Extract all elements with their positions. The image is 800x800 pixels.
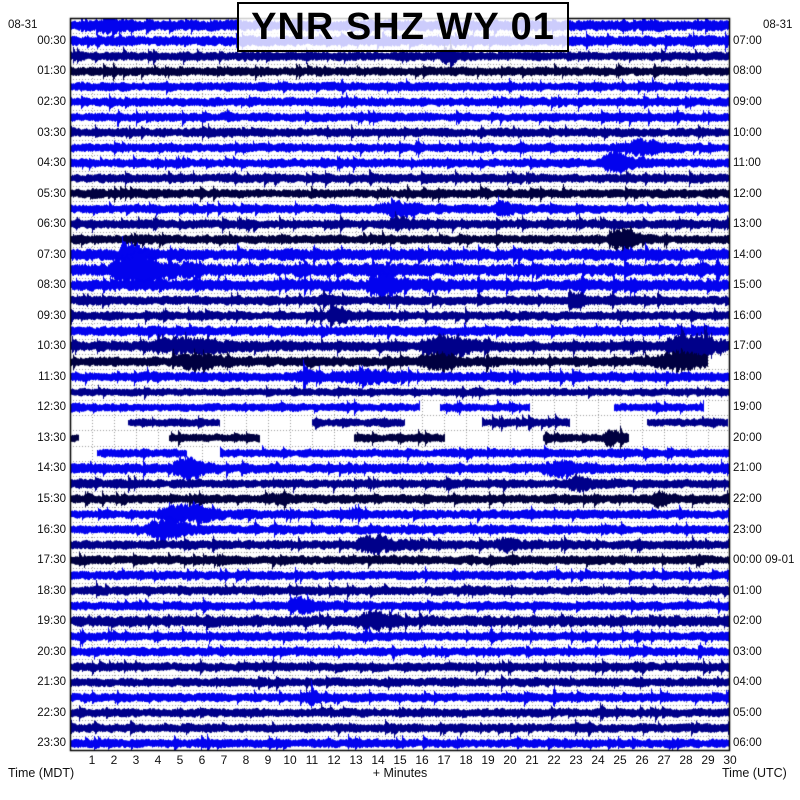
time-label-utc: 06:00	[733, 737, 762, 750]
minute-tick-label: 11	[305, 753, 319, 767]
time-label-mdt: 17:30	[37, 554, 66, 567]
time-label-mdt: 06:30	[37, 218, 66, 231]
time-label-utc: 11:00	[733, 157, 761, 170]
time-label-utc: 22:00	[733, 493, 762, 506]
time-label-mdt: 12:30	[37, 401, 66, 414]
minute-tick-label: 13	[349, 753, 363, 767]
time-label-utc: 16:00	[733, 309, 762, 322]
time-label-mdt: 10:30	[37, 340, 66, 353]
time-label-mdt: 07:30	[37, 248, 66, 261]
time-label-mdt: 15:30	[37, 493, 66, 506]
minute-tick-label: 2	[110, 753, 118, 767]
time-label-utc: 12:00	[733, 187, 762, 200]
time-label-mdt: 02:30	[37, 95, 66, 108]
time-label-mdt: 19:30	[37, 615, 66, 628]
time-label-utc: 02:00	[733, 615, 762, 628]
time-label-mdt: 14:30	[37, 462, 66, 475]
minute-tick-label: 4	[154, 753, 162, 767]
minute-tick-label: 16	[415, 753, 429, 767]
time-label-utc: 20:00	[733, 431, 762, 444]
time-label-mdt: 08:30	[37, 279, 66, 292]
time-label-utc: 10:00	[733, 126, 762, 139]
minute-tick-label: 5	[176, 753, 184, 767]
time-label-mdt: 03:30	[37, 126, 66, 139]
minute-tick-label: 3	[132, 753, 140, 767]
time-label-mdt: 13:30	[37, 431, 66, 444]
time-label-mdt: 00:30	[37, 34, 66, 47]
time-label-mdt: 05:30	[37, 187, 66, 200]
time-label-utc: 09:00	[733, 95, 762, 108]
time-label-mdt: 23:30	[37, 737, 66, 750]
time-label-utc: 18:00	[733, 370, 762, 383]
minute-tick-label: 8	[242, 753, 250, 767]
minute-tick-label: 15	[393, 753, 407, 767]
time-label-mdt: 16:30	[37, 523, 66, 536]
minute-tick-label: 22	[547, 753, 561, 767]
minute-tick-label: 26	[635, 753, 649, 767]
minute-tick-label: 21	[525, 753, 539, 767]
minute-tick-label: 27	[657, 753, 671, 767]
time-label-utc: 01:00	[733, 584, 762, 597]
minute-tick-label: 24	[591, 753, 605, 767]
date-label-top-right: 08-31	[763, 19, 793, 31]
time-label-mdt: 21:30	[37, 676, 66, 689]
minute-tick-label: 18	[459, 753, 473, 767]
minute-tick-label: 10	[283, 753, 297, 767]
time-label-utc: 00:00 09-01	[733, 554, 795, 567]
time-label-utc: 13:00	[733, 218, 762, 231]
minute-tick-label: 29	[701, 753, 715, 767]
time-label-utc: 14:00	[733, 248, 762, 261]
minute-tick-label: 1	[88, 753, 96, 767]
minute-tick-label: 25	[613, 753, 627, 767]
time-label-mdt: 11:30	[38, 370, 66, 383]
minute-tick-label: 14	[371, 753, 385, 767]
minute-tick-label: 28	[679, 753, 693, 767]
time-label-utc: 04:00	[733, 676, 762, 689]
minute-tick-label: 9	[264, 753, 272, 767]
time-label-mdt: 20:30	[37, 645, 66, 658]
time-label-utc: 08:00	[733, 65, 762, 78]
minute-tick-label: 23	[569, 753, 583, 767]
minute-tick-label: 19	[481, 753, 495, 767]
time-label-utc: 05:00	[733, 706, 762, 719]
date-label-top-left: 08-31	[8, 19, 38, 31]
time-label-mdt: 04:30	[37, 157, 66, 170]
time-label-utc: 15:00	[733, 279, 762, 292]
time-label-utc: 21:00	[733, 462, 762, 475]
time-label-mdt: 22:30	[37, 706, 66, 719]
station-title-box: YNR SHZ WY 01	[237, 2, 569, 52]
caption-plus-minutes: + Minutes	[372, 766, 428, 780]
time-label-mdt: 09:30	[37, 309, 66, 322]
minute-tick-label: 7	[220, 753, 228, 767]
minute-tick-label: 12	[327, 753, 341, 767]
time-label-utc: 23:00	[733, 523, 762, 536]
caption-time-mdt: Time (MDT)	[8, 766, 75, 780]
time-label-utc: 19:00	[733, 401, 762, 414]
time-label-mdt: 18:30	[37, 584, 66, 597]
page-title: YNR SHZ WY 01	[251, 6, 555, 48]
minute-tick-label: 17	[437, 753, 451, 767]
time-label-mdt: 01:30	[37, 65, 66, 78]
caption-time-utc: Time (UTC)	[722, 766, 787, 780]
time-label-utc: 17:00	[733, 340, 762, 353]
time-label-utc: 03:00	[733, 645, 762, 658]
minute-tick-label: 6	[198, 753, 206, 767]
minute-tick-label: 20	[503, 753, 517, 767]
minute-tick-label: 30	[723, 753, 737, 767]
time-label-utc: 07:00	[733, 34, 762, 47]
